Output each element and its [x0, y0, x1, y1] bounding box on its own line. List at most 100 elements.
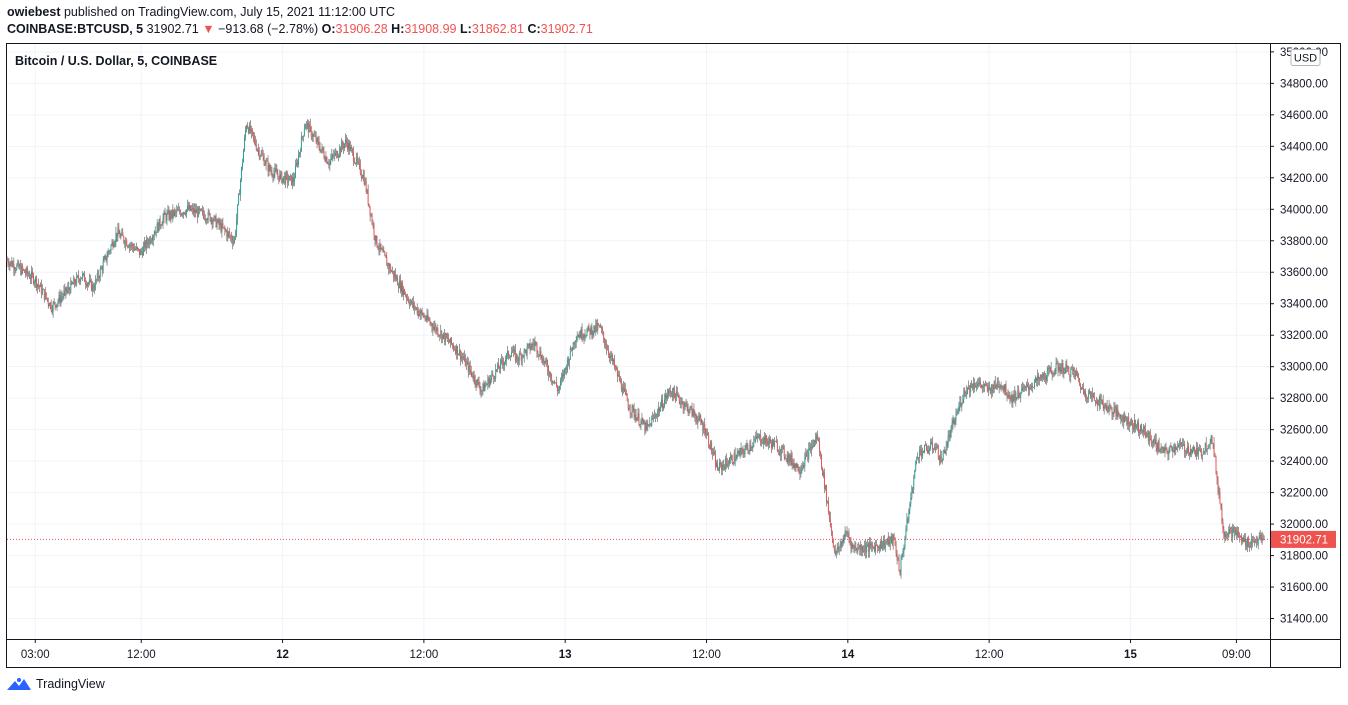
candle-body — [809, 446, 811, 448]
candle-body — [906, 518, 908, 531]
candle-body — [1023, 387, 1025, 389]
candle-body — [325, 157, 327, 162]
candle-body — [26, 268, 28, 274]
candle-body — [119, 233, 121, 238]
candle-body — [1078, 376, 1080, 379]
author-name[interactable]: owiebest — [7, 5, 61, 19]
candle-body — [852, 544, 854, 547]
candle-body — [1183, 443, 1185, 445]
candle-body — [1186, 452, 1188, 453]
candle-body — [293, 177, 295, 182]
candle-body — [335, 150, 337, 153]
candle-body — [284, 176, 286, 184]
candle-body — [905, 530, 907, 539]
candle-body — [137, 247, 139, 249]
candle-body — [544, 361, 546, 363]
candle-body — [87, 283, 89, 284]
candle-body — [9, 263, 11, 267]
candle-body — [1198, 448, 1200, 450]
candle-body — [18, 262, 20, 268]
tradingview-logo[interactable]: TradingView — [6, 677, 105, 691]
candle-body — [347, 142, 349, 150]
candle-body — [1245, 545, 1247, 547]
candle-body — [542, 358, 544, 363]
candle-body — [558, 389, 560, 391]
candle-body — [468, 365, 470, 372]
candle-body — [742, 448, 744, 453]
candle-body — [771, 439, 773, 449]
candle-body — [1093, 396, 1095, 401]
candle-body — [378, 248, 380, 250]
candle-body — [257, 149, 259, 151]
candle-body — [418, 310, 420, 316]
candle-body — [649, 423, 651, 425]
candle-body — [224, 227, 226, 231]
candle-body — [205, 219, 207, 222]
candle-body — [1036, 375, 1038, 381]
candle-body — [509, 356, 511, 358]
candle-body — [1201, 454, 1203, 457]
candle-body — [177, 210, 179, 211]
candle-body — [682, 401, 684, 409]
candle-body — [668, 389, 670, 391]
candle-body — [823, 472, 825, 489]
candle-body — [351, 148, 353, 152]
candle-body — [695, 415, 697, 421]
candle-body — [126, 240, 128, 247]
candle-body — [320, 149, 322, 152]
currency-button[interactable] — [1290, 49, 1321, 66]
candle-body — [182, 214, 184, 215]
candle-body — [831, 530, 833, 540]
candle-body — [83, 273, 85, 275]
candle-body — [211, 218, 213, 224]
candle-body — [1118, 413, 1120, 415]
candle-body — [1115, 407, 1117, 417]
candle-body — [1066, 364, 1068, 370]
candle-body — [429, 320, 431, 324]
x-tick-label: 09:00 — [1222, 649, 1251, 661]
candle-body — [859, 545, 861, 550]
candle-body — [187, 205, 189, 210]
candle-body — [1211, 436, 1213, 444]
candle-body — [431, 323, 433, 327]
candle-body — [526, 346, 528, 355]
candle-body — [1126, 418, 1128, 424]
candle-body — [457, 353, 459, 355]
tradingview-brand: TradingView — [36, 677, 105, 691]
candle-body — [7, 260, 9, 264]
candle-body — [488, 378, 490, 387]
candle-body — [853, 546, 855, 548]
candle-body — [1117, 408, 1119, 414]
candle-body — [149, 238, 151, 243]
candle-body — [490, 377, 492, 380]
candle-body — [934, 446, 936, 451]
candle-body — [1231, 528, 1233, 537]
candle-body — [898, 559, 900, 571]
candle-body — [634, 414, 636, 417]
candle-body — [365, 181, 367, 192]
candle-body — [1020, 393, 1022, 398]
candle-body — [183, 212, 185, 215]
candle-body — [105, 255, 107, 261]
candle-body — [1223, 529, 1225, 537]
candle-body — [95, 279, 97, 281]
candle-body — [995, 385, 997, 388]
candle-body — [289, 176, 291, 181]
candle-body — [103, 258, 105, 262]
candle-body — [1158, 441, 1160, 451]
candle-body — [354, 163, 356, 164]
candle-body — [1105, 405, 1107, 407]
candle-body — [575, 340, 577, 342]
candle-body — [1122, 416, 1124, 423]
candle-body — [22, 265, 24, 270]
open-value: 31906.28 — [335, 22, 388, 36]
candle-body — [363, 174, 365, 185]
time-axis[interactable]: 03:00 12:00 12 12:00 13 12:00 14 12:00 15 09:00 — [21, 639, 1251, 661]
candle-body — [954, 420, 956, 425]
x-tick-label: 12 — [276, 649, 289, 661]
candle-body — [1191, 450, 1193, 453]
candle-body — [1040, 374, 1042, 380]
candle-body — [350, 146, 352, 149]
candle-body — [1243, 538, 1245, 542]
